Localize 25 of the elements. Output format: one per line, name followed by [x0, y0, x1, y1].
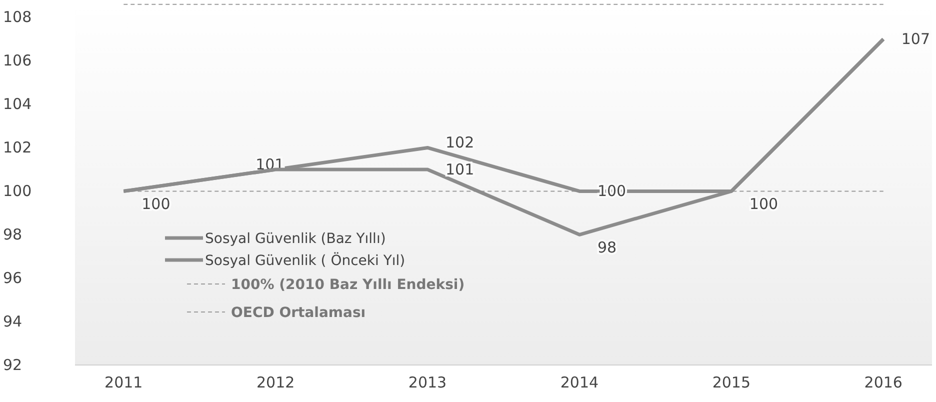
x-tick-label: 2013 — [408, 374, 447, 392]
y-tick-label: 104 — [3, 95, 32, 114]
data-label: 100 — [749, 195, 778, 214]
x-tick-label: 2015 — [712, 374, 751, 392]
x-tick-label: 2016 — [864, 374, 902, 392]
data-label: 100 — [142, 195, 170, 214]
x-tick-label: 2012 — [256, 374, 295, 392]
y-tick-label: 100 — [3, 182, 32, 200]
legend-label: 100% (2010 Baz Yıllı Endeksi) — [231, 277, 465, 293]
y-tick-label: 94 — [3, 312, 22, 330]
legend-label: Sosyal Güvenlik (Baz Yıllı) — [205, 231, 386, 247]
x-tick-label: 2014 — [560, 374, 599, 392]
y-tick-label: 92 — [3, 356, 22, 374]
data-label: 101 — [446, 160, 474, 178]
data-label: 98 — [597, 238, 617, 257]
y-tick-label: 108 — [3, 8, 32, 26]
data-label: 102 — [446, 134, 474, 152]
y-tick-label: 96 — [3, 268, 22, 287]
legend-label: OECD Ortalaması — [231, 305, 366, 321]
data-label: 107 — [901, 30, 930, 48]
x-tick-label: 2011 — [104, 374, 143, 392]
legend-label: Sosyal Güvenlik ( Önceki Yıl) — [205, 252, 406, 269]
y-tick-label: 98 — [3, 225, 22, 244]
y-tick-label: 102 — [3, 138, 32, 157]
y-tick-label: 106 — [3, 52, 32, 70]
